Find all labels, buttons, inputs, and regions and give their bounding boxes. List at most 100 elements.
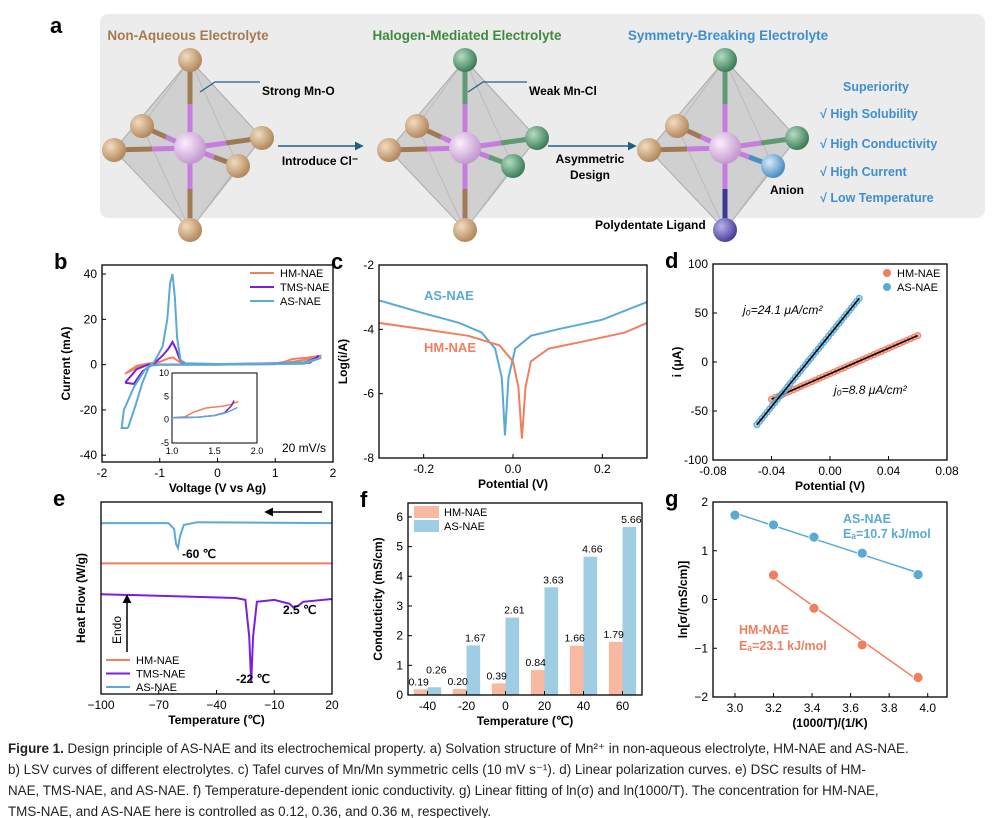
bar-value-label: 1.79 <box>603 629 624 641</box>
x-axis-label: Potential (V) <box>478 477 548 491</box>
x-axis-label: Temperature (℃) <box>168 713 265 727</box>
x-tick-label: 3.8 <box>881 701 898 715</box>
y-tick-label: -6 <box>363 387 374 401</box>
y-tick-label: 2 <box>701 495 708 509</box>
ligand-atom <box>178 48 202 72</box>
legend-label: AS-NAE <box>897 282 938 294</box>
series-label-as-nae: AS-NAE <box>843 512 891 526</box>
x-tick-label: 0.2 <box>594 462 611 476</box>
caption-text: Design principle of AS-NAE and its elect… <box>67 741 909 756</box>
series-line-as-nae <box>379 299 647 436</box>
chart-panel-b: b -2 -1 0 1 2 -40 -20 0 20 40 Voltage (V vs Ag) Curr… <box>54 249 337 495</box>
inset-x-tick-label: 1.5 <box>208 446 221 456</box>
series-line-hm-nae <box>379 321 647 439</box>
y-tick-label: -4 <box>363 322 374 336</box>
chart-panel-c: c -0.2 0.0 0.2 -8 -6 -4 -2 Potential (V) Log(i/A)… <box>331 249 648 491</box>
y-tick-label: 50 <box>695 306 709 320</box>
x-tick-label: 1 <box>272 466 279 480</box>
y-tick-label: −1 <box>694 641 708 655</box>
data-point-as-nae <box>856 547 868 559</box>
x-tick-label: -0.2 <box>413 462 434 476</box>
inset-y-tick-label: 10 <box>159 368 169 378</box>
inset-series-line <box>171 406 238 419</box>
mn-atom <box>709 132 741 164</box>
legend-swatch <box>414 506 439 518</box>
ligand-atom <box>250 126 274 150</box>
series-line-as-nae <box>120 273 322 429</box>
x-tick-label: 3.2 <box>765 701 782 715</box>
plot-area <box>753 294 922 429</box>
axes-frame <box>100 501 333 695</box>
data-point-as-nae <box>768 519 779 531</box>
inset-y-tick-label: -5 <box>161 438 169 448</box>
annotation-j0-hm: j₀=8.8 μA/cm² <box>832 383 908 397</box>
x-axis-label: Potential (V) <box>795 479 865 493</box>
data-point-hm-nae <box>856 639 868 651</box>
x-tick-label: -0.04 <box>758 464 786 478</box>
x-axis-label: Temperature (℃) <box>477 714 574 728</box>
panel-label: f <box>360 487 368 512</box>
x-tick-label: 20 <box>325 698 339 712</box>
title-symmetry-breaking: Symmetry-Breaking Electrolyte <box>628 28 829 43</box>
x-tick-label: 60 <box>616 699 630 713</box>
y-tick-label: 0 <box>701 355 708 369</box>
y-tick-label: 2 <box>396 629 403 643</box>
superiority-item: √ High Conductivity <box>820 137 937 151</box>
x-tick-label: 0.04 <box>877 464 901 478</box>
y-tick-label: 1 <box>396 658 403 672</box>
octahedron <box>102 48 274 242</box>
bar-value-label: 0.84 <box>525 657 546 669</box>
ligand-atom <box>453 48 477 72</box>
bar-hm-nae <box>452 689 467 695</box>
fit-line-as-nae <box>734 512 919 574</box>
y-tick-label: 0 <box>701 593 708 607</box>
label-strong-mn-o: Strong Mn-O <box>262 84 335 98</box>
y-tick-label: 40 <box>84 267 98 281</box>
data-point-as-nae <box>808 531 820 543</box>
legend-label: HM-NAE <box>136 655 179 667</box>
bar-as-nae <box>466 645 481 695</box>
chart-panel-e: e −100 −70 −40 −10 20 Temperature (℃) Heat Flow… <box>53 486 339 727</box>
activation-energy-hm: Eₐ=23.1 kJ/mol <box>739 639 827 653</box>
x-tick-label: 0.00 <box>818 464 842 478</box>
x-axis-label: (1000/T)/(1/K) <box>792 716 867 730</box>
ligand-atom <box>713 48 737 72</box>
bar-value-label: 1.67 <box>465 632 486 644</box>
x-tick-label: 3.0 <box>727 701 744 715</box>
octahedron <box>377 48 549 242</box>
inset-y-tick-label: 5 <box>164 391 169 401</box>
inset-y-tick-label: 0 <box>164 415 169 425</box>
activation-energy-as: Eₐ=10.7 kJ/mol <box>843 527 931 541</box>
label-polydentate-ligand: Polydentate Ligand <box>595 218 706 232</box>
x-tick-label: 0 <box>214 466 221 480</box>
label-introduce-cl: Introduce Cl⁻ <box>282 154 358 168</box>
x-tick-label: -1 <box>154 466 165 480</box>
mn-atom <box>449 132 481 164</box>
y-tick-label: -40 <box>80 448 98 462</box>
y-tick-label: 5 <box>396 540 403 554</box>
x-tick-label: 0.08 <box>935 464 959 478</box>
inset-x-tick-label: 2.0 <box>251 446 264 456</box>
legend-label: TMS-NAE <box>136 669 186 681</box>
data-point-as-nae <box>912 569 924 581</box>
ligand-atom <box>130 114 154 138</box>
x-tick-label: 3.4 <box>804 701 821 715</box>
solvation-structures <box>102 48 809 242</box>
legend-label: HM-NAE <box>280 268 323 280</box>
bar-value-label: 5.66 <box>621 514 642 526</box>
ligand-atom <box>525 126 549 150</box>
bar-as-nae <box>583 556 598 695</box>
ligand-atom <box>501 154 525 178</box>
ligand-atom <box>178 218 202 242</box>
bar-value-label: 4.66 <box>582 544 603 556</box>
caption-title: Figure 1. <box>8 741 64 756</box>
y-tick-label: -2 <box>363 258 374 272</box>
legend-label: AS-NAE <box>444 521 485 533</box>
y-tick-label: 20 <box>84 312 98 326</box>
x-tick-label: 3.6 <box>842 701 859 715</box>
fit-line <box>756 297 860 426</box>
chart-panel-d: d -0.08 -0.04 0.00 0.04 0.08 -100 -50 0 50 100 Pote… <box>665 248 959 493</box>
bar-value-label: 3.63 <box>543 574 564 586</box>
mn-atom <box>174 132 206 164</box>
